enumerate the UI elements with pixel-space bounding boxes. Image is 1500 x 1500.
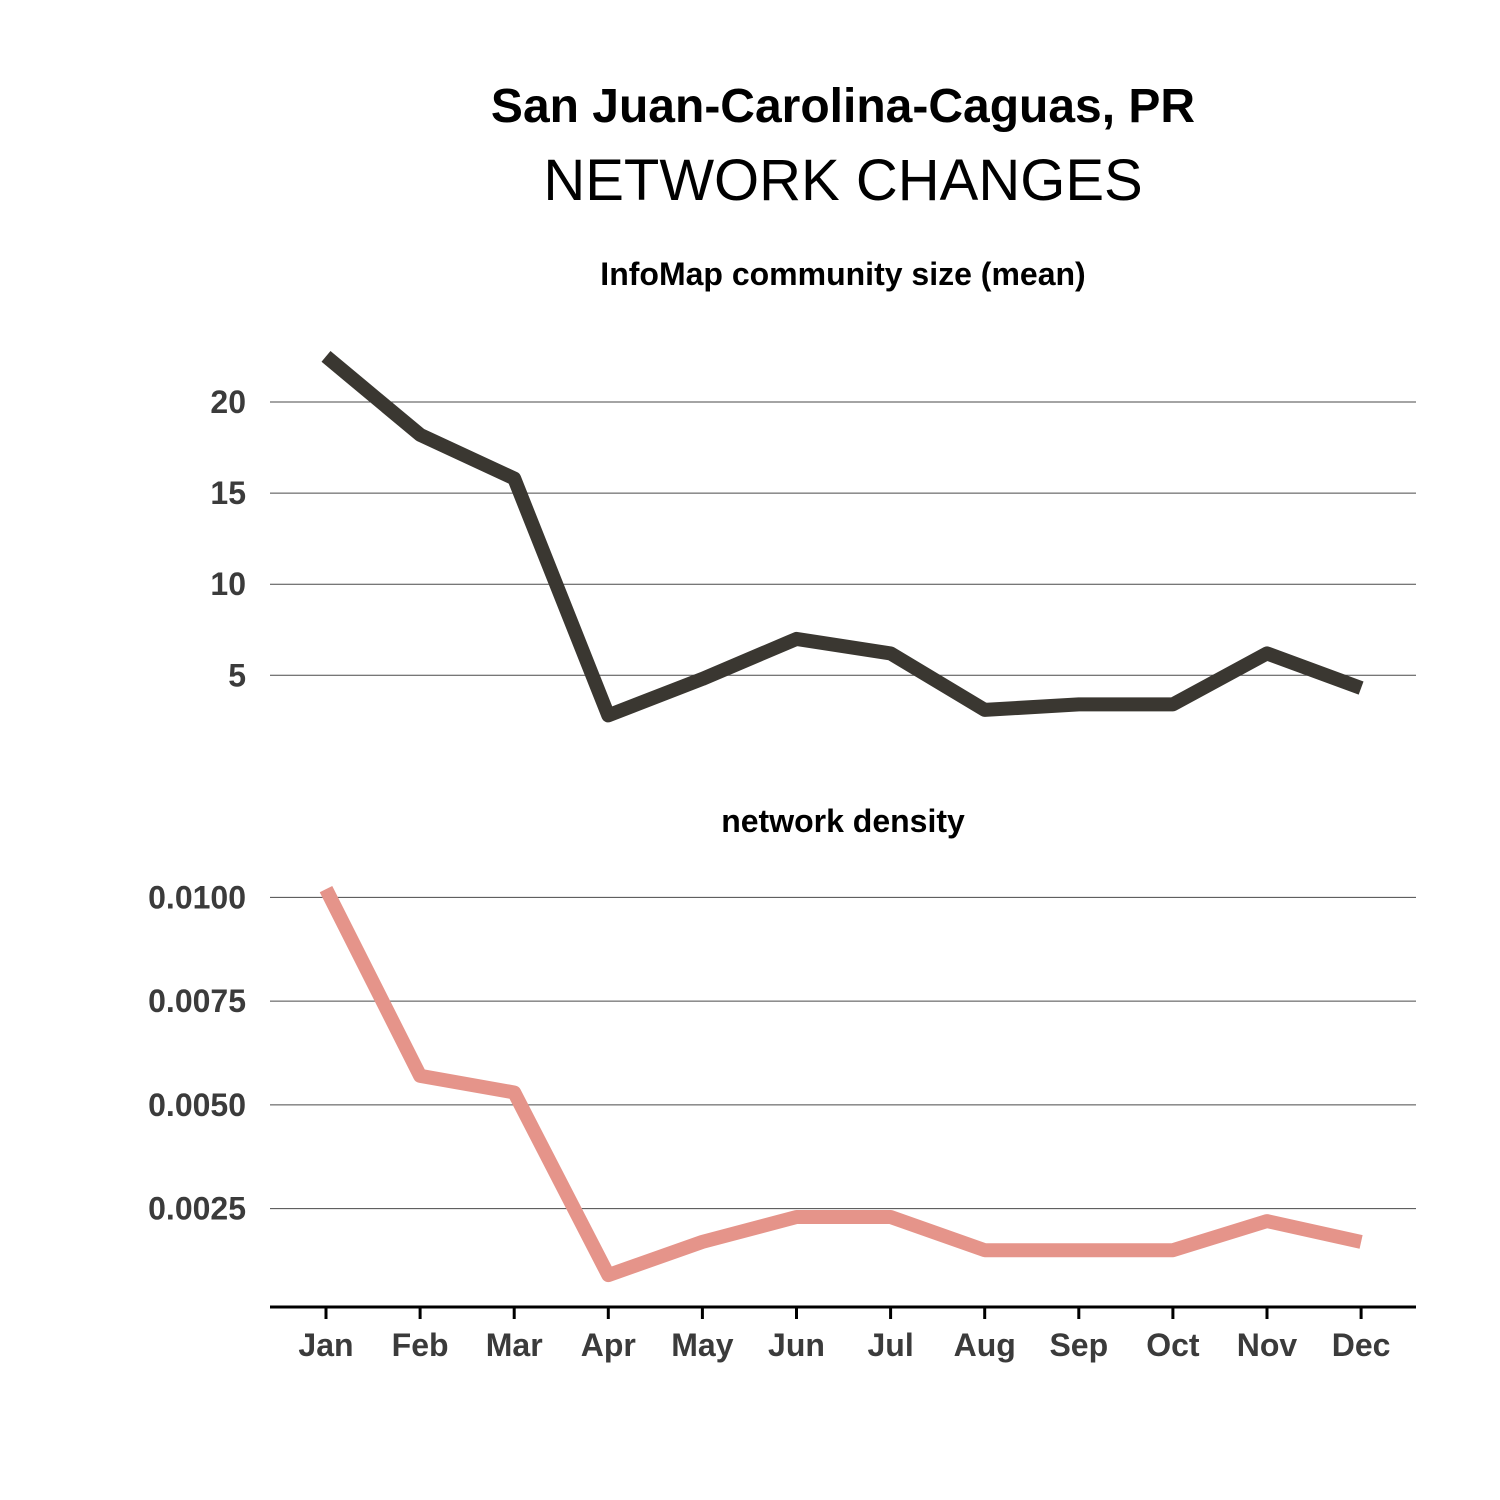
ytick-label-network-density-0-0100: 0.0100 xyxy=(148,879,246,915)
xtick-label-oct: Oct xyxy=(1146,1327,1200,1363)
series-line-community-size xyxy=(321,351,1364,723)
ytick-label-network-density-0-0075: 0.0075 xyxy=(148,983,246,1019)
y-axis-community-size: 5 10 15 20 xyxy=(210,384,246,693)
ytick-label-network-density-0-0025: 0.0025 xyxy=(148,1191,246,1227)
panel-network-density: network density 0.0025 0.0050 0.0075 0.0100 xyxy=(148,803,1416,1283)
y-axis-network-density: 0.0025 0.0050 0.0075 0.0100 xyxy=(148,879,246,1226)
ytick-label-community-size-10: 10 xyxy=(210,566,246,602)
xtick-label-jul: Jul xyxy=(867,1327,913,1363)
xtick-label-jan: Jan xyxy=(298,1327,353,1363)
ytick-label-community-size-20: 20 xyxy=(210,384,246,420)
xtick-label-mar: Mar xyxy=(486,1327,543,1363)
xtick-label-nov: Nov xyxy=(1237,1327,1298,1363)
series-network-density xyxy=(319,885,1363,1283)
x-axis: Jan Feb Mar Apr May Jun Jul Aug Sep Oct Nov Dec xyxy=(270,1305,1416,1363)
series-line-network-density xyxy=(319,885,1363,1283)
xtick-label-may: May xyxy=(671,1327,733,1363)
panel-title-network-density: network density xyxy=(721,803,965,839)
chart-subtitle: NETWORK CHANGES xyxy=(543,148,1142,213)
ytick-label-community-size-15: 15 xyxy=(210,475,246,511)
ytick-label-community-size-5: 5 xyxy=(228,657,246,693)
xtick-label-sep: Sep xyxy=(1049,1327,1108,1363)
chart-title: San Juan-Carolina-Caguas, PR xyxy=(491,80,1195,133)
xtick-label-dec: Dec xyxy=(1332,1327,1391,1363)
xtick-label-feb: Feb xyxy=(392,1327,449,1363)
panel-title-community-size: InfoMap community size (mean) xyxy=(600,256,1085,292)
panel-community-size: InfoMap community size (mean) 5 10 15 20 xyxy=(210,256,1416,723)
grid-network-density xyxy=(270,896,1416,1210)
xtick-label-apr: Apr xyxy=(581,1327,636,1363)
ytick-label-network-density-0-0050: 0.0050 xyxy=(148,1087,246,1123)
series-community-size xyxy=(321,351,1364,723)
xtick-label-jun: Jun xyxy=(768,1327,825,1363)
xtick-label-aug: Aug xyxy=(954,1327,1016,1363)
